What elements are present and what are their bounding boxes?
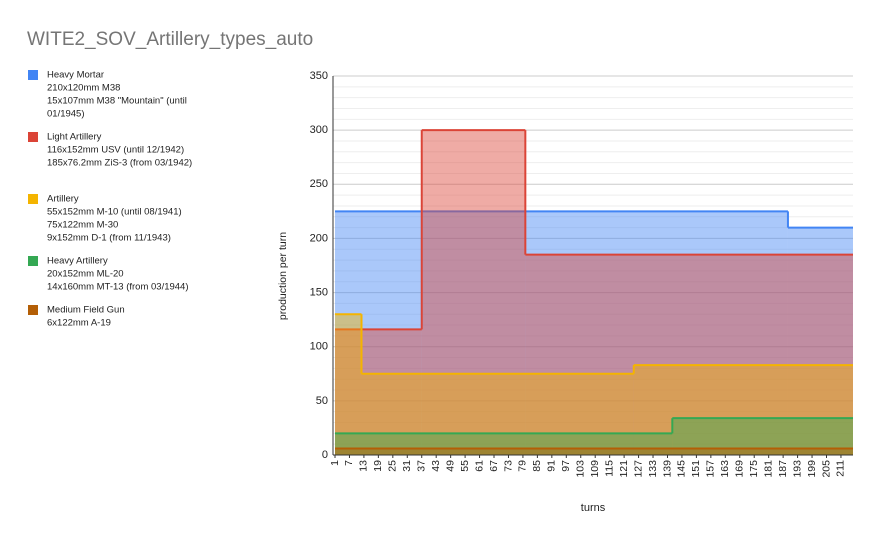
x-tick-label: 157 [705, 460, 717, 478]
chart-title: WITE2_SOV_Artillery_types_auto [27, 29, 313, 50]
y-tick-label: 200 [310, 232, 328, 244]
x-tick-label: 55 [459, 460, 471, 472]
legend-detail: 14x160mm MT-13 (from 03/1944) [47, 282, 189, 293]
area-segment [335, 433, 673, 455]
area-segment [787, 227, 853, 455]
area-segment [335, 448, 853, 455]
y-tick-label: 100 [310, 341, 328, 353]
legend-swatch [28, 256, 38, 266]
legend-detail: 20x152mm ML-20 [47, 269, 124, 280]
legend-swatch [28, 305, 38, 315]
x-tick-label: 19 [372, 460, 384, 472]
x-tick-label: 115 [603, 460, 615, 477]
legend-swatch [28, 132, 38, 142]
x-tick-label: 145 [676, 460, 688, 478]
x-tick-label: 25 [387, 460, 399, 472]
legend-label: Light Artillery [47, 132, 102, 143]
area-segment [633, 365, 853, 455]
y-tick-label: 50 [316, 395, 328, 407]
x-tick-label: 13 [358, 460, 370, 472]
y-tick-label: 250 [310, 178, 328, 190]
x-tick-label: 163 [719, 460, 731, 478]
x-axis-label: turns [581, 502, 606, 514]
x-tick-label: 79 [517, 460, 529, 472]
legend-label: Heavy Mortar [47, 70, 104, 81]
legend-detail: 210x120mm M38 [47, 83, 120, 94]
y-tick-label: 300 [310, 124, 328, 136]
x-tick-label: 31 [401, 460, 413, 472]
x-tick-label: 61 [473, 460, 485, 472]
x-tick-label: 211 [835, 460, 847, 477]
y-axis-label: production per turn [277, 232, 289, 320]
legend-detail: 116x152mm USV (until 12/1942) [47, 145, 184, 156]
legend-label: Heavy Artillery [47, 256, 108, 267]
x-tick-label: 175 [748, 460, 760, 478]
x-tick-label: 103 [575, 460, 587, 478]
x-tick-label: 205 [820, 460, 832, 478]
x-tick-label: 43 [430, 460, 442, 472]
y-tick-label: 350 [310, 70, 328, 82]
area-segment [335, 314, 362, 455]
legend-detail: 55x152mm M-10 (until 08/1941) [47, 207, 182, 218]
legend-swatch [28, 194, 38, 204]
x-tick-label: 97 [560, 460, 572, 472]
x-tick-label: 49 [444, 460, 456, 472]
legend-label: Artillery [47, 194, 79, 205]
x-tick-label: 139 [661, 460, 673, 478]
x-tick-label: 193 [791, 460, 803, 478]
x-tick-label: 1 [329, 460, 341, 466]
area-segment [525, 254, 853, 455]
legend-detail: 01/1945) [47, 109, 85, 120]
x-tick-label: 181 [762, 460, 774, 478]
area-segment [421, 130, 526, 455]
legend-swatch [28, 70, 38, 80]
area-segment [361, 373, 634, 455]
x-tick-label: 169 [734, 460, 746, 478]
x-tick-label: 187 [777, 460, 789, 478]
legend-detail: 185x76.2mm ZiS-3 (from 03/1942) [47, 158, 192, 169]
legend-detail: 9x152mm D-1 (from 11/1943) [47, 233, 171, 244]
y-tick-label: 150 [310, 286, 328, 298]
x-tick-label: 121 [618, 460, 630, 478]
legend-detail: 75x122mm M-30 [47, 220, 118, 231]
legend-detail: 15x107mm M38 "Mountain" (until [47, 96, 187, 107]
x-tick-label: 85 [531, 460, 543, 472]
x-tick-label: 73 [502, 460, 514, 472]
x-tick-label: 199 [806, 460, 818, 478]
x-tick-label: 67 [488, 460, 500, 472]
x-tick-label: 133 [647, 460, 659, 478]
x-tick-label: 37 [416, 460, 428, 472]
x-tick-label: 91 [546, 460, 558, 472]
y-tick-label: 0 [322, 449, 328, 461]
area-segment [335, 211, 788, 455]
x-tick-label: 109 [589, 460, 601, 478]
legend-label: Medium Field Gun [47, 305, 125, 316]
x-tick-label: 7 [343, 460, 355, 466]
legend-detail: 6x122mm A-19 [47, 318, 111, 329]
x-tick-label: 151 [690, 460, 702, 478]
x-tick-label: 127 [632, 460, 644, 478]
